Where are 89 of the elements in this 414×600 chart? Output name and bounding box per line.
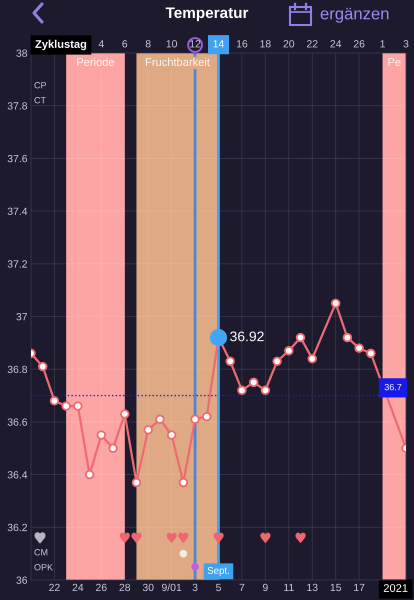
- x2-tick-label: 24: [330, 40, 342, 48]
- annotation: CM: [34, 549, 48, 556]
- point: [50, 396, 60, 406]
- point: [190, 414, 200, 424]
- x-tick-label: 17: [354, 584, 364, 592]
- ref-line-label: Sept.: [208, 567, 229, 576]
- x-tick-label: 5: [216, 584, 221, 592]
- point: [366, 348, 376, 358]
- point: [143, 425, 153, 435]
- x2-tick-label: 18: [260, 40, 271, 48]
- annotation: OPK: [34, 564, 53, 570]
- x2-tick-label: 3: [404, 40, 408, 48]
- x2-tick-label: 1: [380, 40, 385, 48]
- chart-title: Temperatur: [166, 7, 248, 22]
- y-tick-label: 37.8: [8, 102, 28, 110]
- point: [180, 550, 188, 558]
- point: [178, 532, 188, 544]
- point: [330, 298, 340, 308]
- point: [166, 430, 176, 440]
- x-tick-label: 24: [72, 584, 84, 592]
- x-tick-label: 3: [192, 584, 198, 592]
- x2-tick-label: 14: [214, 40, 224, 48]
- y-tick-label: 37.6: [8, 154, 28, 162]
- x2-axis-title: Zyklustag: [35, 40, 86, 50]
- point: [108, 444, 118, 453]
- point: [308, 354, 317, 364]
- point: [178, 478, 188, 488]
- point: [295, 532, 306, 544]
- x2-tick-label: 20: [284, 40, 294, 48]
- x-tick-label: 11: [284, 584, 294, 592]
- point: [354, 343, 364, 353]
- point: [260, 532, 271, 544]
- y-tick-label: 36.8: [8, 366, 28, 374]
- x2-tick-label: 4: [98, 40, 104, 48]
- band-label: Periode: [77, 58, 114, 66]
- point: [120, 532, 130, 544]
- y-tick-label: 36.2: [8, 524, 28, 532]
- data-label: 36.92: [230, 331, 264, 342]
- band-label: Pe: [388, 58, 401, 66]
- x-tick-label: 15: [330, 584, 342, 592]
- point: [202, 412, 212, 422]
- point: [213, 532, 224, 544]
- x2-tick-label: 8: [146, 40, 151, 48]
- point: [61, 401, 71, 411]
- point: [166, 532, 177, 544]
- point: [296, 332, 306, 342]
- point: [342, 332, 352, 342]
- x2-tick-label: 10: [166, 40, 178, 48]
- point: [38, 362, 48, 372]
- x-tick-label: 7: [240, 584, 244, 592]
- point: [131, 532, 142, 544]
- point: [260, 386, 270, 396]
- x-tick-label: 30: [142, 584, 154, 592]
- point: [237, 386, 247, 396]
- point: [191, 563, 199, 571]
- annotation: CT: [34, 97, 46, 104]
- text: ergänzen: [320, 8, 388, 23]
- point: [120, 409, 130, 419]
- point: [155, 414, 165, 424]
- x-tick-label: 28: [119, 584, 130, 592]
- point: [132, 478, 142, 488]
- x2-tick-label: 6: [122, 40, 128, 48]
- point: [73, 401, 83, 411]
- y-tick-label: 37.4: [8, 208, 28, 215]
- x-tick-label: 13: [307, 584, 318, 592]
- y-tick-label: 37: [16, 313, 28, 320]
- y-tick-label: 36.6: [8, 418, 28, 426]
- x-tick-label: 9/01: [162, 583, 182, 592]
- y-tick-label: 36.4: [8, 471, 28, 478]
- point: [84, 470, 94, 480]
- point: [225, 356, 235, 366]
- band-label: Fruchtbarkeit: [146, 58, 210, 66]
- point: [96, 430, 106, 440]
- y-tick-label: 37.2: [8, 260, 28, 268]
- x-axis-title: 2021: [384, 584, 408, 592]
- x-tick-label: 26: [96, 584, 107, 592]
- x2-tick-label: 26: [354, 40, 364, 48]
- point: [248, 378, 258, 388]
- x2-tick-label: 16: [236, 40, 248, 48]
- x-tick-label: 22: [49, 584, 60, 592]
- point: [284, 346, 294, 356]
- point: [272, 356, 282, 366]
- y-tick-label: 36: [16, 576, 28, 584]
- ref-line-label: 36.7: [384, 384, 402, 390]
- x2-tick-label: 12: [190, 40, 200, 48]
- y-tick-label: 38: [16, 50, 28, 57]
- x-tick-label: 9: [262, 584, 268, 592]
- annotation: CP: [34, 82, 46, 88]
- x2-tick-label: 22: [306, 40, 318, 48]
